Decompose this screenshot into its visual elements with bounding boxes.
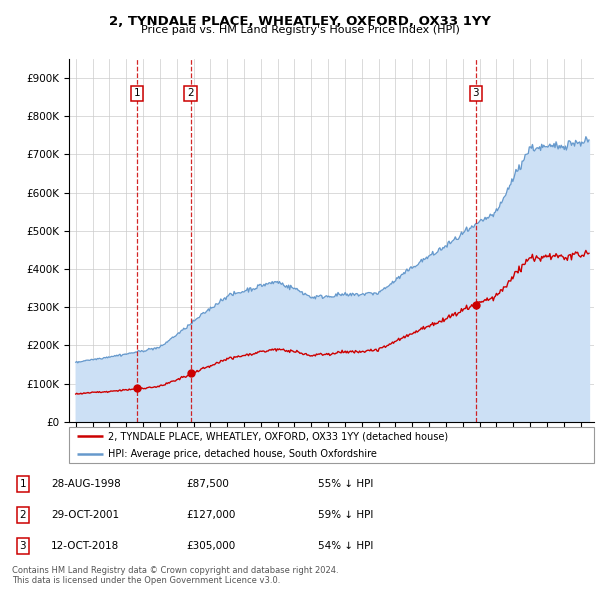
Text: 3: 3	[19, 541, 26, 550]
Text: HPI: Average price, detached house, South Oxfordshire: HPI: Average price, detached house, Sout…	[109, 449, 377, 459]
Text: Contains HM Land Registry data © Crown copyright and database right 2024.
This d: Contains HM Land Registry data © Crown c…	[12, 566, 338, 585]
Text: 1: 1	[134, 88, 140, 99]
Text: 3: 3	[473, 88, 479, 99]
Text: 55% ↓ HPI: 55% ↓ HPI	[318, 480, 373, 489]
Text: 2, TYNDALE PLACE, WHEATLEY, OXFORD, OX33 1YY: 2, TYNDALE PLACE, WHEATLEY, OXFORD, OX33…	[109, 15, 491, 28]
Text: 12-OCT-2018: 12-OCT-2018	[51, 541, 119, 550]
Text: 59% ↓ HPI: 59% ↓ HPI	[318, 510, 373, 520]
Text: Price paid vs. HM Land Registry's House Price Index (HPI): Price paid vs. HM Land Registry's House …	[140, 25, 460, 35]
FancyBboxPatch shape	[69, 427, 594, 463]
Text: £87,500: £87,500	[186, 480, 229, 489]
Text: 2: 2	[19, 510, 26, 520]
Text: 28-AUG-1998: 28-AUG-1998	[51, 480, 121, 489]
Text: 1: 1	[19, 480, 26, 489]
Text: 2: 2	[187, 88, 194, 99]
Text: 29-OCT-2001: 29-OCT-2001	[51, 510, 119, 520]
Text: £305,000: £305,000	[186, 541, 235, 550]
Text: 54% ↓ HPI: 54% ↓ HPI	[318, 541, 373, 550]
Text: 2, TYNDALE PLACE, WHEATLEY, OXFORD, OX33 1YY (detached house): 2, TYNDALE PLACE, WHEATLEY, OXFORD, OX33…	[109, 431, 449, 441]
Text: £127,000: £127,000	[186, 510, 235, 520]
